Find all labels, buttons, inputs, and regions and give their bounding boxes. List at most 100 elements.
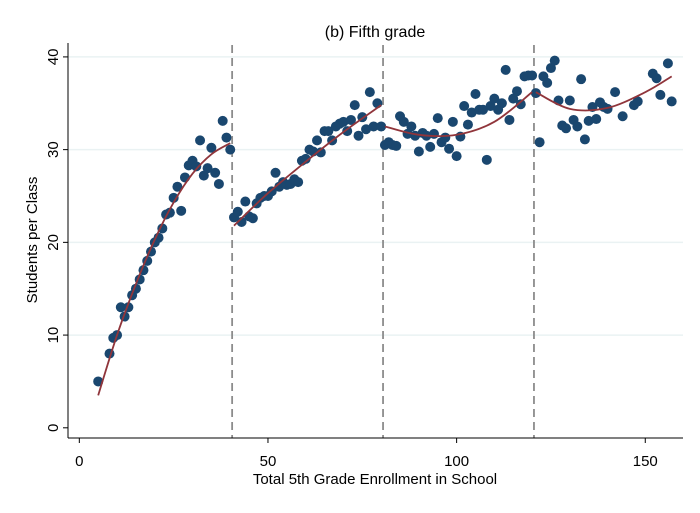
y-tick-label: 0 xyxy=(45,424,62,432)
fit-lines xyxy=(97,75,673,396)
data-point xyxy=(576,74,587,85)
data-point xyxy=(168,192,179,203)
cutoff-lines xyxy=(231,45,535,438)
data-point xyxy=(406,121,417,132)
data-point xyxy=(300,153,311,164)
data-point xyxy=(179,172,190,183)
data-point xyxy=(293,177,304,188)
data-point xyxy=(240,196,251,207)
data-point xyxy=(485,101,496,112)
x-tick-label: 0 xyxy=(75,453,83,470)
data-point xyxy=(232,206,243,217)
data-point xyxy=(478,104,489,115)
data-point xyxy=(451,151,462,162)
fit-line xyxy=(535,75,673,112)
data-point xyxy=(470,88,481,99)
data-point xyxy=(398,116,409,127)
data-point xyxy=(345,114,356,125)
data-point xyxy=(564,95,575,106)
x-tick-label: 150 xyxy=(633,453,658,470)
data-point xyxy=(545,63,556,74)
data-point xyxy=(206,142,217,153)
data-point xyxy=(459,101,470,112)
data-point xyxy=(221,132,232,143)
data-point xyxy=(617,111,628,122)
gridlines xyxy=(68,56,683,336)
data-point xyxy=(323,126,334,137)
data-point xyxy=(361,124,372,135)
data-point xyxy=(610,87,621,98)
data-point xyxy=(508,93,519,104)
data-point xyxy=(534,137,545,148)
data-point xyxy=(591,114,602,125)
data-point xyxy=(376,121,387,132)
data-point xyxy=(572,121,583,132)
y-tick-label: 30 xyxy=(45,141,62,158)
data-point xyxy=(195,135,206,146)
x-axis-label: Total 5th Grade Enrollment in School xyxy=(253,471,497,488)
data-point xyxy=(500,64,511,75)
data-point xyxy=(191,161,202,172)
data-point xyxy=(583,115,594,126)
data-point xyxy=(496,98,507,109)
data-point xyxy=(210,167,221,178)
data-point xyxy=(549,55,560,66)
data-point xyxy=(93,376,104,387)
data-point xyxy=(447,116,458,127)
data-point xyxy=(349,100,360,111)
data-point xyxy=(270,167,281,178)
data-point xyxy=(312,135,323,146)
data-point xyxy=(217,115,228,126)
x-tick-label: 100 xyxy=(444,453,469,470)
data-point xyxy=(225,144,236,155)
data-point xyxy=(444,143,455,154)
data-point xyxy=(364,87,375,98)
data-point xyxy=(202,163,213,174)
data-point xyxy=(368,121,379,132)
axes: 0 10 20 30 40 0 50 100 150 xyxy=(45,43,683,470)
x-tick-label: 50 xyxy=(260,453,277,470)
data-point xyxy=(489,93,500,104)
data-point xyxy=(462,119,473,130)
data-point xyxy=(481,154,492,165)
chart-title: (b) Fifth grade xyxy=(325,24,426,41)
data-point xyxy=(172,181,183,192)
data-point xyxy=(579,134,590,145)
data-point xyxy=(338,116,349,127)
data-point xyxy=(236,216,247,227)
data-point xyxy=(315,147,326,158)
data-point xyxy=(425,141,436,152)
data-point xyxy=(602,103,613,114)
data-point xyxy=(651,73,662,84)
data-point xyxy=(391,140,402,151)
data-point xyxy=(198,170,209,181)
data-point xyxy=(440,132,451,143)
data-point xyxy=(561,123,572,134)
data-point xyxy=(466,107,477,118)
data-point xyxy=(504,114,515,125)
data-point xyxy=(213,178,224,189)
data-point xyxy=(247,213,258,224)
y-tick-label: 40 xyxy=(45,49,62,66)
data-point xyxy=(353,130,364,141)
y-tick-label: 20 xyxy=(45,234,62,251)
data-point xyxy=(515,99,526,110)
data-point xyxy=(655,89,666,100)
fit-line xyxy=(384,91,533,138)
data-point xyxy=(511,86,522,97)
fit-line xyxy=(233,104,382,227)
data-point xyxy=(176,205,187,216)
fit-line xyxy=(97,142,231,396)
y-tick-label: 10 xyxy=(45,327,62,344)
data-point xyxy=(432,113,443,124)
data-point xyxy=(115,302,126,313)
data-point xyxy=(342,126,353,137)
data-point xyxy=(632,96,643,107)
data-point xyxy=(542,77,553,88)
data-point xyxy=(662,58,673,69)
data-point xyxy=(428,128,439,139)
y-axis-label: Students per Class xyxy=(24,177,41,304)
data-point xyxy=(527,70,538,81)
data-points xyxy=(93,55,677,387)
data-point xyxy=(666,96,677,107)
